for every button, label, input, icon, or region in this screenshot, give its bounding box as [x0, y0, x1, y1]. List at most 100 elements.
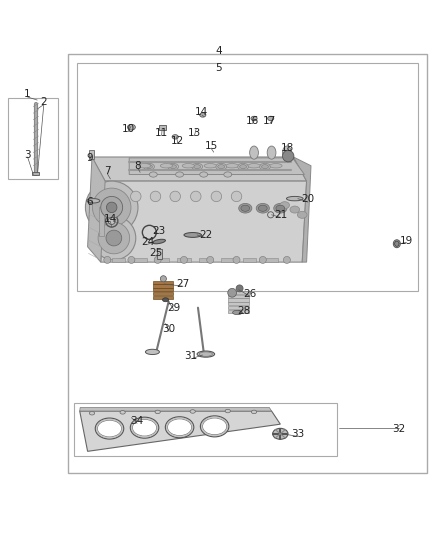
Bar — [228, 306, 249, 310]
Ellipse shape — [238, 163, 249, 170]
Ellipse shape — [120, 410, 125, 414]
Bar — [74, 403, 337, 456]
Polygon shape — [101, 181, 307, 262]
Circle shape — [128, 256, 135, 263]
Circle shape — [106, 202, 117, 213]
Ellipse shape — [239, 204, 252, 213]
Circle shape — [283, 256, 290, 263]
Text: 4: 4 — [215, 46, 223, 56]
Bar — [243, 258, 256, 262]
Ellipse shape — [194, 165, 201, 168]
Bar — [99, 207, 104, 236]
Text: 9: 9 — [86, 153, 93, 163]
Text: 32: 32 — [392, 424, 405, 434]
Ellipse shape — [202, 418, 227, 435]
Text: 33: 33 — [292, 429, 305, 439]
Bar — [159, 125, 166, 130]
Ellipse shape — [132, 419, 157, 436]
Bar — [134, 258, 147, 262]
Text: 31: 31 — [184, 351, 198, 361]
Text: 34: 34 — [131, 416, 144, 426]
Ellipse shape — [274, 204, 287, 213]
Text: 14: 14 — [104, 214, 117, 224]
Ellipse shape — [393, 240, 400, 248]
Ellipse shape — [200, 113, 206, 117]
Polygon shape — [92, 157, 307, 181]
Polygon shape — [80, 408, 272, 411]
Text: 6: 6 — [86, 197, 93, 207]
Bar — [228, 295, 249, 297]
Bar — [228, 290, 249, 294]
Text: 10: 10 — [122, 124, 135, 134]
Circle shape — [98, 222, 130, 254]
Ellipse shape — [240, 165, 247, 168]
Ellipse shape — [268, 116, 274, 120]
Bar — [228, 310, 249, 313]
Circle shape — [101, 197, 123, 219]
Text: 24: 24 — [141, 237, 155, 247]
Ellipse shape — [250, 146, 258, 159]
Ellipse shape — [267, 146, 276, 159]
Text: 5: 5 — [215, 63, 223, 72]
Ellipse shape — [297, 211, 307, 219]
Text: 19: 19 — [400, 236, 413, 246]
Text: 25: 25 — [149, 248, 162, 259]
Circle shape — [131, 191, 141, 201]
Circle shape — [228, 288, 237, 297]
Bar — [153, 292, 173, 295]
Ellipse shape — [204, 164, 216, 168]
Circle shape — [207, 256, 214, 263]
Ellipse shape — [160, 164, 173, 168]
Text: 21: 21 — [274, 210, 287, 220]
Bar — [68, 54, 427, 473]
Ellipse shape — [172, 135, 178, 139]
Polygon shape — [129, 158, 304, 174]
Text: 15: 15 — [205, 141, 218, 151]
Circle shape — [106, 230, 122, 246]
Circle shape — [108, 217, 115, 224]
Ellipse shape — [192, 163, 202, 170]
Ellipse shape — [276, 205, 285, 211]
Polygon shape — [88, 157, 105, 262]
Circle shape — [104, 256, 111, 263]
Bar — [89, 150, 94, 159]
Ellipse shape — [167, 419, 191, 435]
Ellipse shape — [226, 164, 238, 168]
Bar — [157, 248, 162, 260]
Bar — [265, 258, 278, 262]
Circle shape — [259, 256, 266, 263]
Ellipse shape — [176, 172, 184, 177]
Bar — [112, 258, 125, 262]
Ellipse shape — [218, 165, 225, 168]
Bar — [8, 98, 58, 179]
Ellipse shape — [127, 124, 135, 130]
Ellipse shape — [215, 163, 227, 170]
Text: 14: 14 — [195, 107, 208, 117]
Ellipse shape — [162, 298, 169, 302]
Bar — [177, 258, 191, 262]
Ellipse shape — [182, 164, 194, 168]
Text: 26: 26 — [244, 289, 257, 298]
Ellipse shape — [152, 239, 166, 244]
Ellipse shape — [199, 352, 212, 356]
Text: 28: 28 — [237, 306, 250, 316]
Ellipse shape — [241, 205, 250, 211]
Circle shape — [150, 191, 161, 201]
Circle shape — [170, 191, 180, 201]
Ellipse shape — [144, 163, 154, 170]
Bar — [228, 302, 249, 305]
Circle shape — [154, 256, 161, 263]
Ellipse shape — [395, 241, 399, 246]
Ellipse shape — [283, 146, 291, 159]
Ellipse shape — [145, 165, 152, 168]
Ellipse shape — [138, 164, 151, 168]
Text: 8: 8 — [134, 161, 141, 171]
Ellipse shape — [97, 420, 121, 437]
Ellipse shape — [149, 172, 157, 177]
Ellipse shape — [184, 232, 201, 237]
Ellipse shape — [224, 172, 232, 177]
Ellipse shape — [170, 165, 177, 168]
Text: 30: 30 — [162, 324, 176, 334]
Bar — [153, 280, 173, 284]
Bar — [153, 296, 173, 300]
